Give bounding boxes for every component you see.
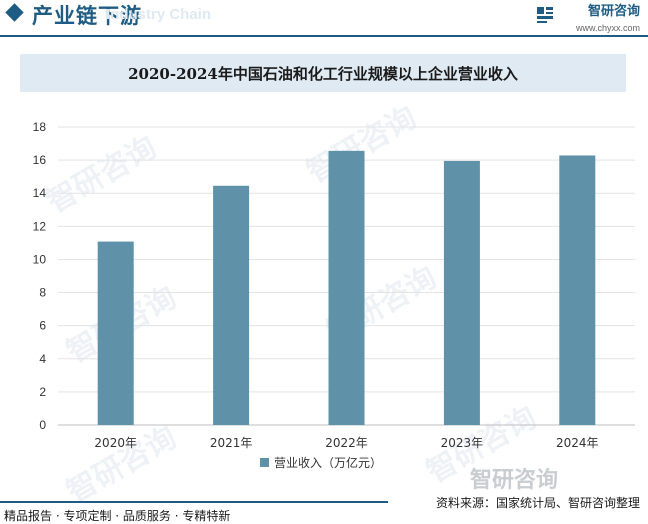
y-axis-ticks: 0 2 4 6 8 10 12 14 16 18 xyxy=(33,120,47,432)
y-tick-label: 16 xyxy=(33,153,47,167)
y-tick-label: 6 xyxy=(39,319,46,333)
brand-url: www.chyxx.com xyxy=(575,23,640,33)
y-tick-label: 0 xyxy=(39,418,46,432)
y-tick-label: 8 xyxy=(39,286,46,300)
section-title: 产业链下游 xyxy=(32,4,142,28)
y-tick-label: 12 xyxy=(33,219,47,233)
y-tick-label: 10 xyxy=(33,252,47,266)
y-tick-label: 18 xyxy=(33,120,47,134)
footer-line xyxy=(0,501,388,503)
bar xyxy=(328,150,365,425)
brand-block: 智研咨询 www.chyxx.com xyxy=(537,4,640,34)
x-tick-label: 2022年 xyxy=(325,436,368,450)
bar xyxy=(443,160,480,425)
x-tick-label: 2024年 xyxy=(556,436,599,450)
x-axis-ticks: 2020年 2021年 2022年 2023年 2024年 xyxy=(94,436,598,450)
bar xyxy=(97,241,134,425)
chart-title: 2020-2024年中国石油和化工行业规模以上企业营业收入 xyxy=(128,64,518,83)
chart-title-band: 2020-2024年中国石油和化工行业规模以上企业营业收入 xyxy=(20,54,626,92)
footer-tagline: 精品报告 · 专项定制 · 品质服务 · 专精特新 xyxy=(4,509,231,523)
page-header: 产业链下游 Industry Chain xyxy=(0,0,648,40)
footer-source: 资料来源：国家统计局、智研咨询整理 xyxy=(435,496,640,510)
legend: 营业收入（万亿元） xyxy=(260,455,382,470)
x-tick-label: 2021年 xyxy=(210,436,253,450)
bar xyxy=(559,155,596,425)
x-tick-label: 2020年 xyxy=(94,436,137,450)
y-tick-label: 2 xyxy=(39,385,46,399)
legend-label: 营业收入（万亿元） xyxy=(274,455,382,470)
footer-logo: 智研咨询 xyxy=(470,468,559,493)
bar xyxy=(213,185,250,425)
x-tick-label: 2023年 xyxy=(441,436,484,450)
header-underline xyxy=(0,35,648,37)
section-title-ghost: Industry Chain xyxy=(106,6,212,23)
bars xyxy=(97,150,596,425)
y-tick-label: 14 xyxy=(33,186,47,200)
legend-swatch xyxy=(260,458,269,467)
brand-name: 智研咨询 xyxy=(587,4,640,19)
y-tick-label: 4 xyxy=(39,352,46,366)
brand-logo-icon xyxy=(537,7,553,23)
